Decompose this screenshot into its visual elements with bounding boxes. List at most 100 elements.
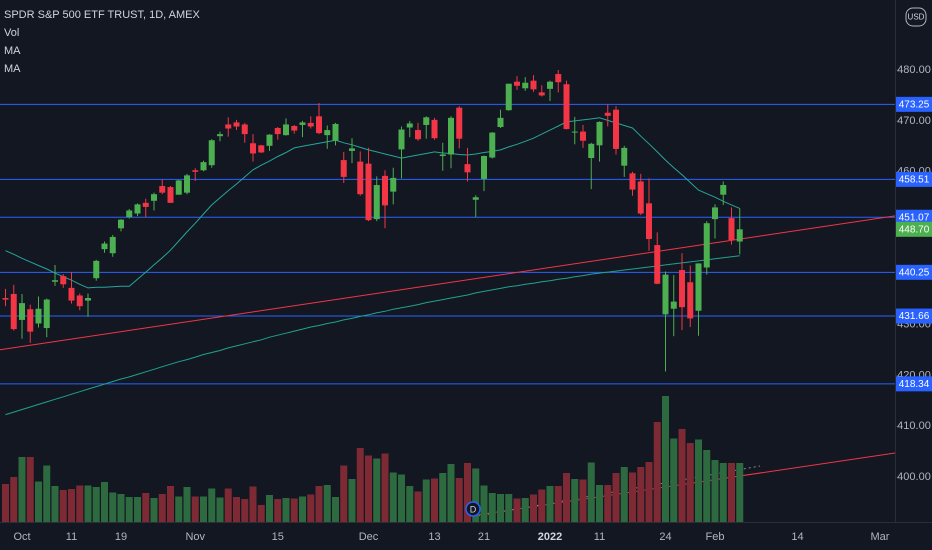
volume-bar — [10, 477, 18, 522]
x-tick-label: 13 — [428, 531, 440, 543]
volume-bar — [35, 481, 42, 522]
volume-bar — [142, 493, 150, 522]
indicator-label: MA — [4, 63, 21, 75]
volume-bar — [109, 492, 117, 522]
candle-body — [695, 263, 702, 311]
candle-body — [390, 177, 397, 192]
candle-body — [126, 210, 133, 218]
candle-body — [687, 282, 694, 319]
candle-body — [456, 107, 463, 139]
candle-body — [175, 180, 182, 195]
volume-bar — [670, 438, 678, 522]
candle-body — [514, 81, 520, 86]
x-tick-label: 15 — [272, 531, 284, 543]
volume-bar — [290, 498, 298, 522]
volume-bar — [348, 479, 356, 522]
candle-body — [134, 204, 141, 214]
candle-body — [580, 131, 586, 141]
volume-bar — [274, 499, 282, 522]
level-label: 440.25 — [899, 267, 930, 278]
candle-body — [324, 130, 331, 136]
level-label: 418.34 — [899, 379, 930, 390]
level-label-box — [896, 171, 932, 187]
x-tick-label: Feb — [706, 531, 725, 543]
candle-body — [563, 84, 570, 130]
volume-bar — [183, 487, 191, 522]
candle-body — [439, 154, 446, 157]
candle-body — [307, 122, 314, 127]
volume-bar — [365, 455, 372, 522]
volume-bar — [125, 497, 133, 522]
volume-bar — [604, 485, 612, 522]
candle-body — [365, 163, 372, 221]
candle-body — [142, 202, 149, 207]
volume-bar — [43, 465, 51, 522]
volume-bar — [299, 496, 306, 522]
dividend-marker[interactable] — [465, 501, 481, 517]
candle-body — [728, 218, 735, 241]
candle-body — [60, 276, 67, 285]
candle-body — [646, 203, 652, 239]
candle-body — [332, 123, 339, 141]
candle-body — [35, 308, 42, 324]
volume-bar — [447, 464, 455, 522]
volume-bar — [703, 450, 711, 522]
volume-bar — [51, 486, 59, 522]
indicator-label: MA — [4, 45, 21, 57]
volume-bar — [68, 489, 75, 522]
y-tick-label: 410.00 — [897, 420, 931, 432]
volume-bar — [521, 498, 529, 522]
candle-body — [283, 124, 289, 136]
level-label-box — [896, 376, 932, 392]
volume-bar — [472, 468, 480, 522]
candle-body — [398, 129, 405, 150]
last-price-label: 448.70 — [899, 224, 930, 235]
candle-body — [621, 147, 628, 166]
volume-bar — [389, 472, 397, 522]
volume-bar — [546, 486, 554, 522]
candle-body — [382, 175, 388, 206]
volume-bar — [373, 458, 381, 522]
candle-body — [538, 92, 545, 96]
candle-body — [43, 299, 50, 329]
volume-bar — [414, 491, 422, 522]
candle-body — [547, 81, 553, 89]
volume-bar — [596, 485, 603, 522]
volume-bar — [84, 485, 92, 522]
volume-bar — [488, 493, 496, 522]
volume-bar — [332, 497, 339, 522]
volume-bar — [92, 487, 100, 522]
volume-bar — [406, 486, 414, 522]
volume-bar — [200, 496, 207, 522]
x-tick-label: 24 — [659, 531, 671, 543]
candle-body — [406, 123, 413, 128]
x-tick-label: 21 — [478, 531, 490, 543]
indicator-label: Vol — [4, 27, 19, 39]
candle-body — [489, 132, 496, 158]
volume-bar — [439, 473, 447, 522]
currency-badge[interactable] — [905, 7, 927, 27]
x-tick-label: Oct — [13, 531, 30, 543]
level-label: 451.07 — [899, 212, 930, 223]
volume-bar — [175, 496, 183, 522]
last-price-box — [896, 221, 932, 237]
candle-body — [415, 130, 421, 140]
candle-body — [225, 124, 232, 129]
volume-bar — [637, 467, 645, 522]
volume-bar — [719, 463, 727, 522]
chart-title: SPDR S&P 500 ETF TRUST, 1D, AMEX — [4, 9, 200, 21]
candle-body — [208, 140, 215, 166]
volume-bar — [117, 494, 125, 522]
candle-body — [316, 116, 322, 134]
volume-bar — [612, 473, 620, 522]
x-tick-label: Dec — [359, 531, 379, 543]
y-tick-label: 480.00 — [897, 64, 931, 76]
candle-body — [85, 298, 91, 301]
x-tick-label: Nov — [185, 531, 205, 543]
volume-bar — [257, 505, 265, 522]
volume-bar — [249, 486, 257, 522]
volume-bar — [645, 462, 653, 522]
level-label: 473.25 — [899, 99, 930, 110]
candle-body — [250, 143, 256, 154]
volume-bar — [571, 479, 579, 522]
